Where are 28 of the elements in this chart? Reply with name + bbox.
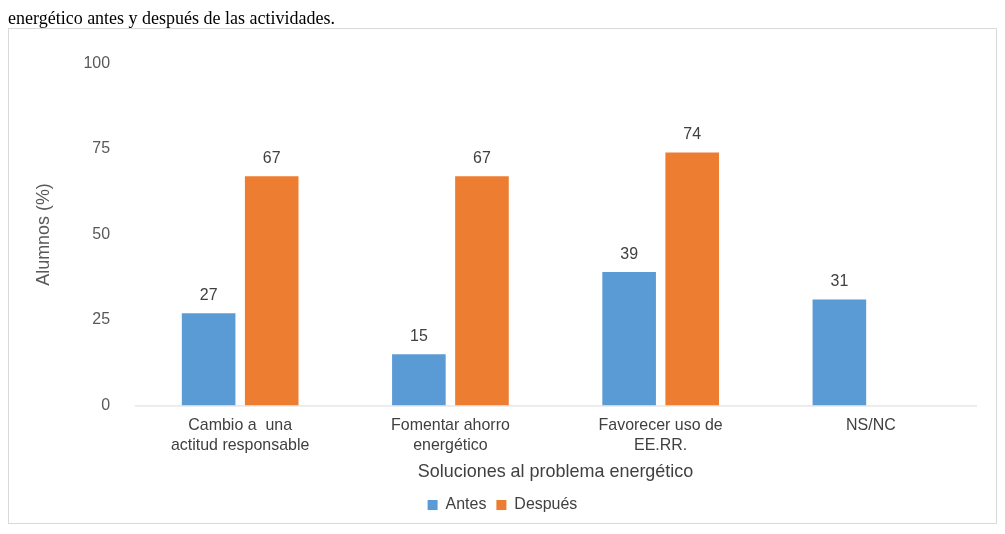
y-axis-title: Alumnos (%) [32,183,53,286]
y-tick-label: 50 [92,224,111,242]
x-tick-label: Cambio a una actitud responsable [170,416,310,453]
data-label: 74 [683,124,702,142]
bar [665,152,720,406]
y-tick-label: 25 [92,310,111,328]
x-tick-label: NS/NC [846,416,896,434]
data-label: 67 [262,148,281,166]
data-label: 27 [199,285,218,303]
bar [812,299,867,406]
bar [244,176,299,406]
y-tick-label: 75 [92,139,111,157]
x-tick-label: Fomentar ahorro energético [391,416,510,453]
data-label: 15 [410,326,428,344]
data-label: 67 [473,148,491,166]
bar [181,313,236,406]
bar [602,272,656,406]
x-axis-title: Soluciones al problema energético [417,461,694,482]
y-tick-label: 0 [101,395,111,413]
data-label: 31 [830,271,849,289]
legend-label: Después [514,495,578,513]
text: energético antes y después de las actividades. [8,8,337,28]
y-tick-label: 100 [83,53,111,71]
x-tick-label: Favorecer uso de EE.RR. [598,416,723,453]
legend-label: Antes [445,495,487,513]
bar [392,354,446,406]
data-label: 39 [620,244,639,262]
bar [455,176,509,406]
